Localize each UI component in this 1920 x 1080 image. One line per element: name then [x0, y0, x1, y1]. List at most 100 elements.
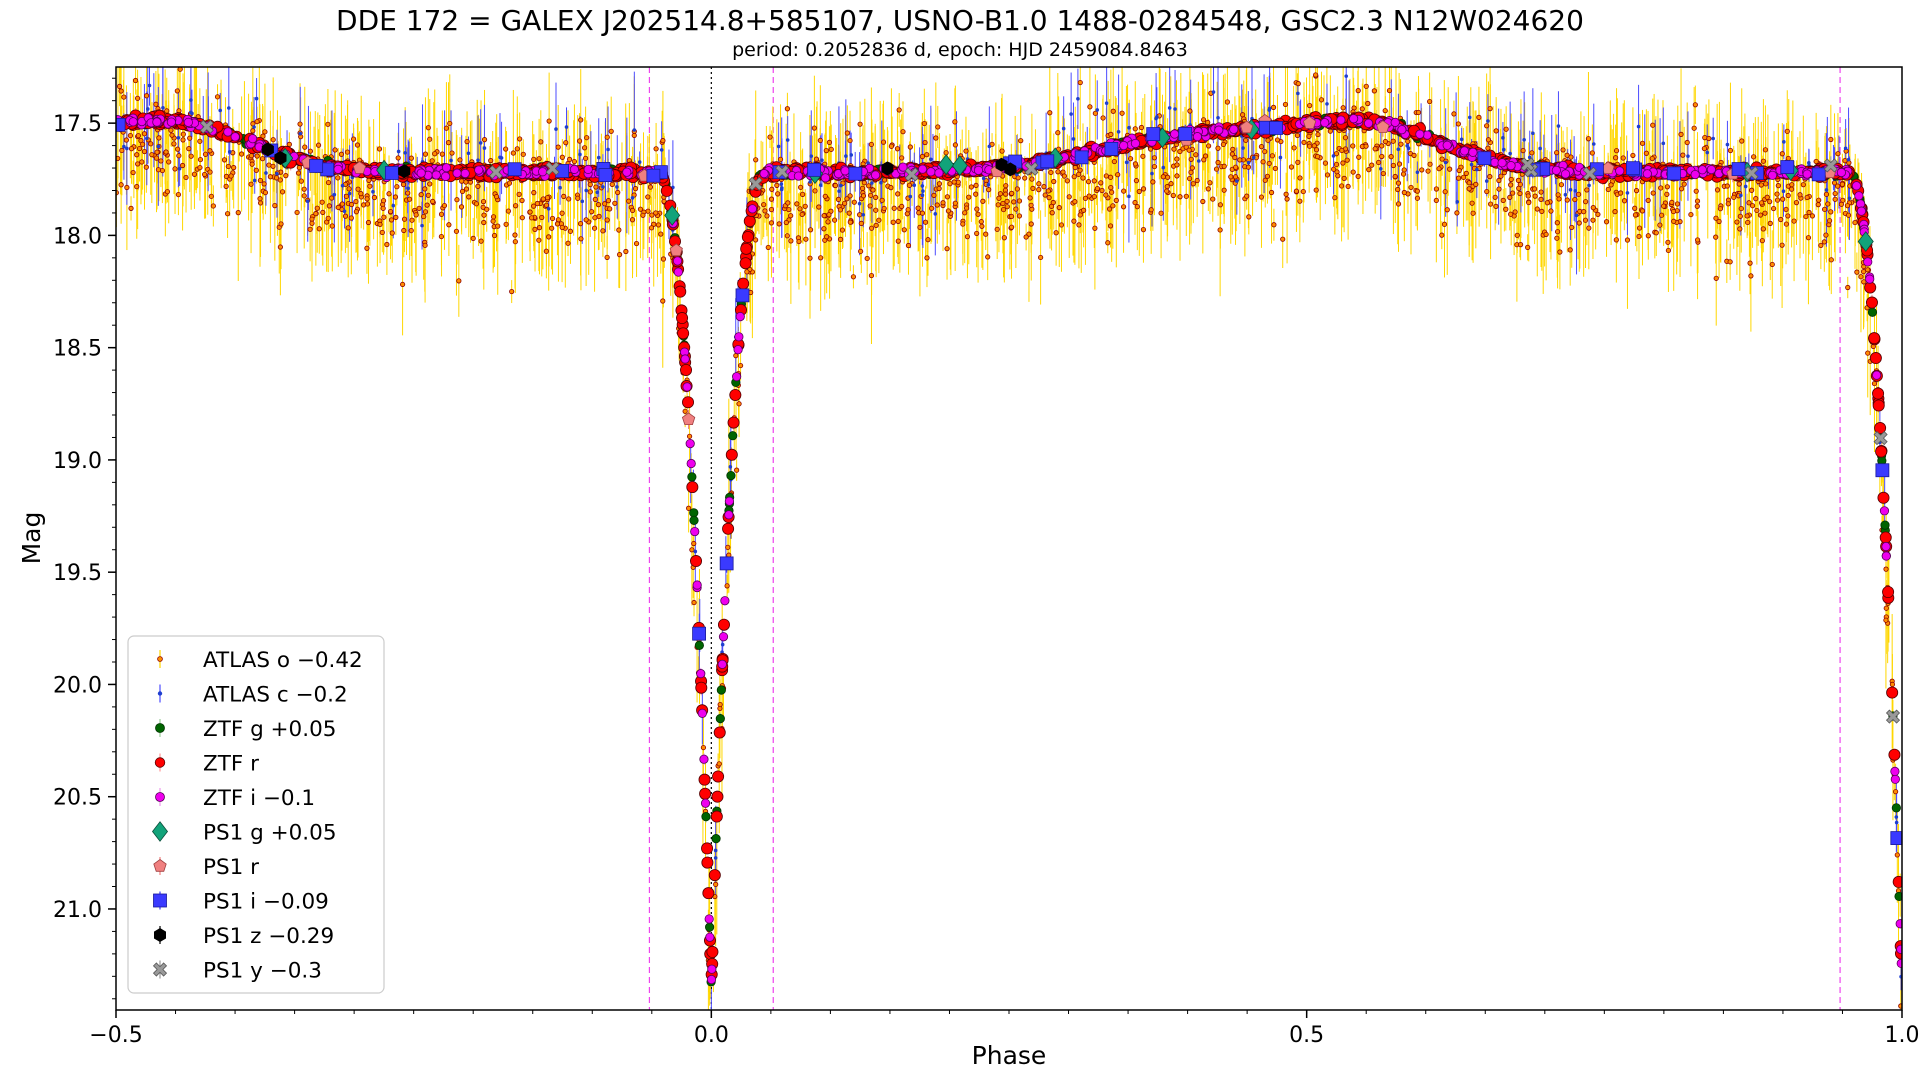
- point: [1086, 193, 1092, 199]
- point: [338, 151, 345, 157]
- point: [1681, 181, 1687, 187]
- point: [1301, 139, 1307, 146]
- point: [118, 88, 124, 94]
- point: [1684, 139, 1690, 146]
- point: [1767, 220, 1773, 226]
- point: [538, 139, 544, 145]
- point: [1382, 108, 1388, 114]
- point: [386, 191, 392, 197]
- point: [1174, 173, 1180, 179]
- point: [906, 182, 913, 188]
- point: [929, 205, 935, 211]
- point: [822, 193, 828, 199]
- point: [202, 171, 208, 178]
- point: [1047, 110, 1053, 116]
- point: [257, 196, 263, 202]
- point: [1828, 209, 1834, 215]
- point: [425, 192, 431, 198]
- point: [186, 146, 192, 152]
- point: [286, 141, 292, 147]
- point: [481, 212, 487, 218]
- chart-subtitle: period: 0.2052836 d, epoch: HJD 2459084.…: [732, 39, 1188, 61]
- point: [632, 186, 639, 192]
- point: [1470, 210, 1476, 216]
- point: [1386, 87, 1393, 94]
- point: [1636, 233, 1642, 240]
- point: [653, 146, 659, 152]
- point: [1515, 177, 1522, 183]
- point: [124, 184, 130, 191]
- point: [1306, 133, 1312, 139]
- point: [1702, 135, 1708, 141]
- point: [253, 167, 259, 173]
- point: [864, 255, 870, 262]
- point: [140, 141, 146, 147]
- point: [1369, 162, 1375, 168]
- point: [180, 131, 186, 137]
- point: [1738, 205, 1744, 212]
- point: [116, 83, 123, 89]
- point: [1589, 150, 1595, 156]
- point: [197, 138, 203, 144]
- point: [1492, 194, 1498, 200]
- point: [1200, 198, 1206, 205]
- point: [1230, 146, 1236, 152]
- point: [947, 181, 953, 187]
- point: [1813, 158, 1819, 165]
- point: [686, 505, 692, 511]
- point: [427, 181, 433, 187]
- point: [592, 215, 598, 221]
- point: [1447, 166, 1453, 172]
- point: [1737, 226, 1743, 232]
- point: [1454, 210, 1460, 216]
- point: [1425, 168, 1431, 174]
- point: [985, 254, 991, 260]
- point: [724, 583, 730, 589]
- point: [136, 145, 143, 152]
- point: [332, 147, 338, 153]
- point: [960, 221, 966, 227]
- point: [567, 228, 574, 234]
- point: [1344, 157, 1350, 163]
- point: [329, 223, 335, 229]
- point: [473, 201, 480, 207]
- point: [388, 217, 395, 223]
- point: [1762, 147, 1769, 153]
- point: [934, 202, 940, 208]
- point: [141, 148, 148, 155]
- point: [1583, 199, 1589, 205]
- point: [1531, 186, 1538, 192]
- point: [1797, 192, 1803, 198]
- point: [1460, 174, 1467, 180]
- point: [345, 225, 351, 231]
- point: [1113, 197, 1119, 203]
- point: [1132, 126, 1138, 132]
- point: [869, 225, 875, 231]
- point: [1785, 213, 1791, 219]
- point: [626, 198, 632, 204]
- point: [454, 197, 460, 203]
- point: [873, 194, 879, 201]
- point: [1213, 166, 1220, 172]
- point: [1493, 203, 1499, 209]
- point: [1613, 237, 1619, 243]
- point: [1282, 101, 1289, 108]
- point: [158, 158, 164, 164]
- point: [1217, 227, 1223, 233]
- point: [952, 119, 958, 125]
- point: [422, 151, 429, 157]
- point: [1395, 180, 1402, 186]
- point: [1400, 171, 1407, 177]
- point: [587, 189, 593, 195]
- point: [1854, 269, 1860, 275]
- point: [1510, 190, 1516, 196]
- point: [1048, 169, 1054, 176]
- point: [1821, 239, 1827, 245]
- point: [660, 256, 667, 262]
- point: [1779, 151, 1785, 157]
- point: [259, 156, 266, 162]
- point: [365, 219, 372, 226]
- point: [208, 193, 214, 199]
- point: [408, 227, 414, 234]
- point: [980, 198, 986, 204]
